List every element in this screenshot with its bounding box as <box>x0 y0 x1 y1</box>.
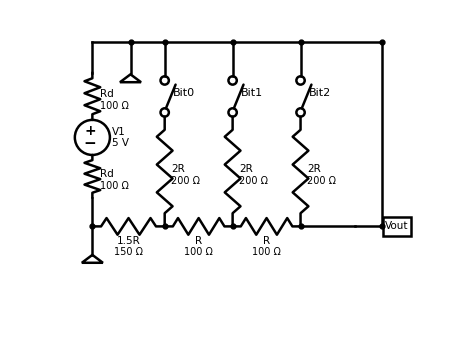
Text: Bit1: Bit1 <box>240 88 263 98</box>
Text: 200 Ω: 200 Ω <box>239 176 268 186</box>
Text: 2R: 2R <box>171 164 185 174</box>
Text: 200 Ω: 200 Ω <box>171 176 200 186</box>
Text: 150 Ω: 150 Ω <box>114 247 143 257</box>
Text: +: + <box>84 124 96 138</box>
Text: Rd: Rd <box>100 169 114 179</box>
FancyBboxPatch shape <box>383 217 411 236</box>
Text: 1.5R: 1.5R <box>117 236 140 246</box>
Text: R: R <box>195 236 202 246</box>
Text: Rd: Rd <box>100 89 114 99</box>
Text: 100 Ω: 100 Ω <box>100 181 129 191</box>
Text: 2R: 2R <box>239 164 253 174</box>
Text: Bit0: Bit0 <box>173 88 195 98</box>
Text: 200 Ω: 200 Ω <box>307 176 336 186</box>
Text: Bit2: Bit2 <box>309 88 331 98</box>
Text: R: R <box>263 236 270 246</box>
Text: 100 Ω: 100 Ω <box>100 101 129 111</box>
Text: −: − <box>84 136 97 151</box>
Text: Vout: Vout <box>385 221 409 231</box>
Text: 100 Ω: 100 Ω <box>252 247 281 257</box>
Text: V1: V1 <box>112 127 126 137</box>
Text: 100 Ω: 100 Ω <box>184 247 213 257</box>
Text: 2R: 2R <box>307 164 321 174</box>
Text: 5 V: 5 V <box>112 138 129 148</box>
